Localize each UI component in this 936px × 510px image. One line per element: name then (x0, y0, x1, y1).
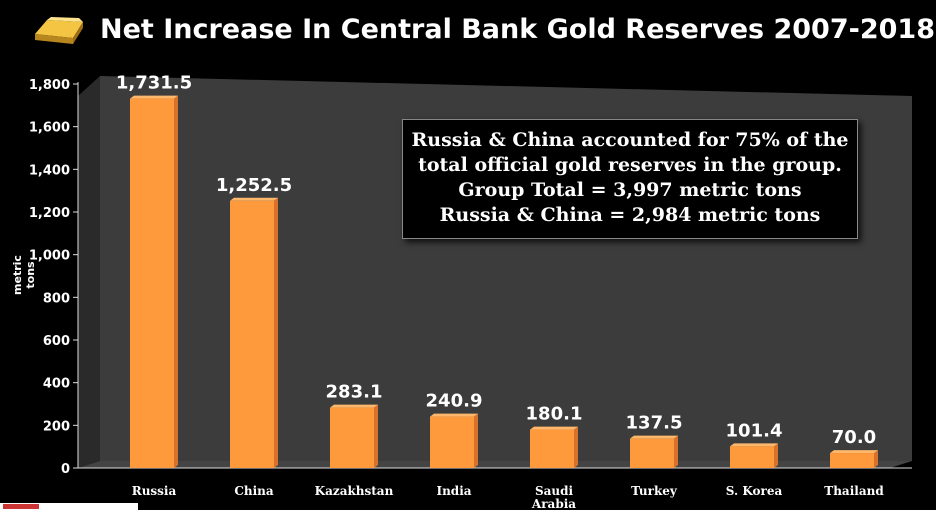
bar-top (430, 413, 478, 417)
bar-top (830, 450, 878, 454)
bar-face (730, 446, 774, 468)
plot-side-wall (78, 76, 100, 468)
y-tick-label: 1,200 (29, 206, 70, 221)
x-tick-label: Thailand (824, 484, 884, 498)
x-tick-label: S. Korea (726, 484, 783, 498)
x-tick-label: Turkey (631, 484, 678, 498)
source-logo (0, 503, 138, 510)
annotation-line-4: Russia & China = 2,984 metric tons (439, 204, 821, 226)
data-label: 137.5 (626, 413, 683, 434)
x-tick-label: China (234, 484, 274, 498)
annotation-line-2: total official gold reserves in the grou… (418, 154, 842, 176)
data-label: 283.1 (326, 382, 383, 403)
bar-top (730, 443, 778, 447)
x-tick-label: India (436, 484, 471, 498)
bar-top (130, 95, 178, 99)
bar-india (430, 413, 478, 468)
bar-top (530, 426, 578, 430)
bar-side (174, 95, 178, 468)
bar-thailand (830, 450, 878, 468)
bar-s-korea (730, 443, 778, 468)
bar-side (874, 450, 878, 468)
bar-top (230, 197, 278, 201)
bar-face (830, 453, 874, 468)
bar-side (274, 197, 278, 469)
bar-russia (130, 95, 178, 468)
x-tick-label: Saudi Arabia (531, 484, 576, 510)
bar-side (674, 435, 678, 468)
bar-top (330, 404, 378, 408)
bar-face (530, 429, 574, 468)
y-tick-label: 1,000 (29, 249, 70, 264)
bar-china (230, 197, 278, 469)
bar-face (230, 200, 274, 469)
bar-side (474, 413, 478, 468)
y-tick-label: 200 (43, 419, 70, 434)
data-label: 180.1 (526, 404, 583, 425)
bar-face (630, 438, 674, 468)
bar-side (774, 443, 778, 468)
data-label: 1,252.5 (216, 175, 292, 196)
bar-kazakhstan (330, 404, 378, 468)
plot-floor (78, 461, 912, 468)
data-label: 101.4 (726, 420, 783, 441)
data-label: 240.9 (426, 391, 483, 412)
bar-top (630, 435, 678, 439)
y-tick-label: 1,400 (29, 163, 70, 178)
bar-side (374, 404, 378, 468)
data-label: 70.0 (832, 427, 876, 448)
annotation-line-3: Group Total = 3,997 metric tons (458, 179, 802, 201)
x-tick-label: Russia (132, 484, 177, 498)
gold-bar-icon (35, 17, 83, 44)
annotation-box: Russia & China accounted for 75% of the … (402, 119, 858, 239)
y-tick-label: 1,600 (29, 121, 70, 136)
bar-face (430, 416, 474, 468)
y-axis-label: metric tons (11, 255, 37, 295)
annotation-line-1: Russia & China accounted for 75% of the (411, 129, 849, 151)
y-tick-label: 1,800 (29, 78, 70, 93)
chart-title: Net Increase In Central Bank Gold Reserv… (100, 14, 935, 45)
y-tick-label: 800 (43, 291, 70, 306)
bar-face (130, 98, 174, 468)
y-tick-label: 400 (43, 377, 70, 392)
x-tick-label: Kazakhstan (315, 484, 394, 498)
y-tick-label: 600 (43, 334, 70, 349)
bar-face (330, 407, 374, 468)
data-label: 1,731.5 (116, 73, 192, 94)
y-tick-label: 0 (61, 462, 70, 477)
bar-saudi-arabia (530, 426, 578, 468)
bar-turkey (630, 435, 678, 468)
bar-side (574, 426, 578, 468)
